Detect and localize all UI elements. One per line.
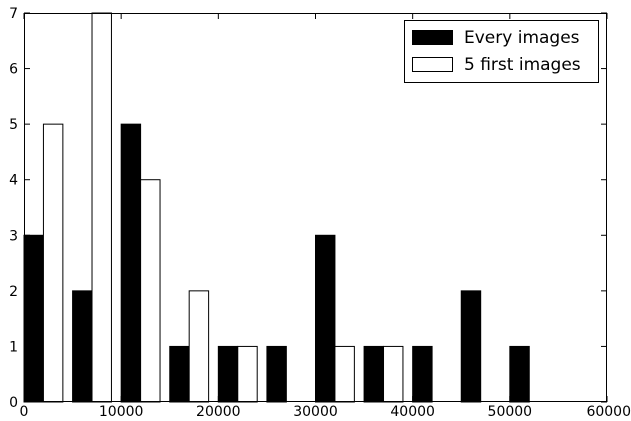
bars-layer <box>23 12 530 403</box>
y-tick-labels: 0 1 2 3 4 5 6 7 <box>9 6 18 411</box>
bar-five-first-images-4 <box>237 345 258 403</box>
bar-every-images-5 <box>266 345 287 403</box>
bar-five-first-images-0 <box>42 123 64 403</box>
x-tick-label: 60000 <box>586 404 631 420</box>
y-tick-label: 1 <box>9 339 18 355</box>
bar-every-images-0 <box>23 234 44 403</box>
x-tick-labels: 0 10000 20000 30000 40000 50000 60000 <box>20 404 631 420</box>
bar-every-images-1 <box>72 290 93 403</box>
bar-every-images-9 <box>460 290 482 403</box>
bar-five-first-images-6 <box>334 345 355 403</box>
legend: Every images 5 first images <box>404 20 599 83</box>
y-tick-label: 0 <box>9 395 18 411</box>
legend-swatch-1 <box>412 57 453 72</box>
bar-five-first-images-3 <box>188 290 210 403</box>
plot-frame <box>24 13 607 402</box>
legend-label-1: 5 first images <box>464 55 581 75</box>
y-tick-label: 5 <box>9 117 18 133</box>
legend-swatch-0 <box>412 30 453 45</box>
bar-every-images-10 <box>509 345 530 403</box>
bar-every-images-6 <box>315 234 336 403</box>
x-tick-label: 20000 <box>196 404 241 420</box>
bar-every-images-8 <box>412 345 433 403</box>
bar-five-first-images-7 <box>383 345 404 403</box>
x-tick-label: 40000 <box>390 404 435 420</box>
legend-label-0: Every images <box>464 28 580 48</box>
y-tick-label: 3 <box>9 228 18 244</box>
y-tick-label: 2 <box>9 284 18 300</box>
y-tick-label: 6 <box>9 62 18 78</box>
x-tick-label: 0 <box>20 404 29 420</box>
x-tick-label: 10000 <box>99 404 144 420</box>
bar-every-images-4 <box>217 345 239 403</box>
x-tick-label: 30000 <box>293 404 338 420</box>
y-tick-label: 4 <box>9 173 18 189</box>
bar-five-first-images-2 <box>140 179 161 403</box>
bar-every-images-3 <box>169 345 190 403</box>
bar-five-first-images-1 <box>91 12 112 403</box>
bar-every-images-7 <box>363 345 385 403</box>
y-tick-label: 7 <box>9 6 18 22</box>
x-tick-label: 50000 <box>488 404 533 420</box>
bar-every-images-2 <box>120 123 142 403</box>
